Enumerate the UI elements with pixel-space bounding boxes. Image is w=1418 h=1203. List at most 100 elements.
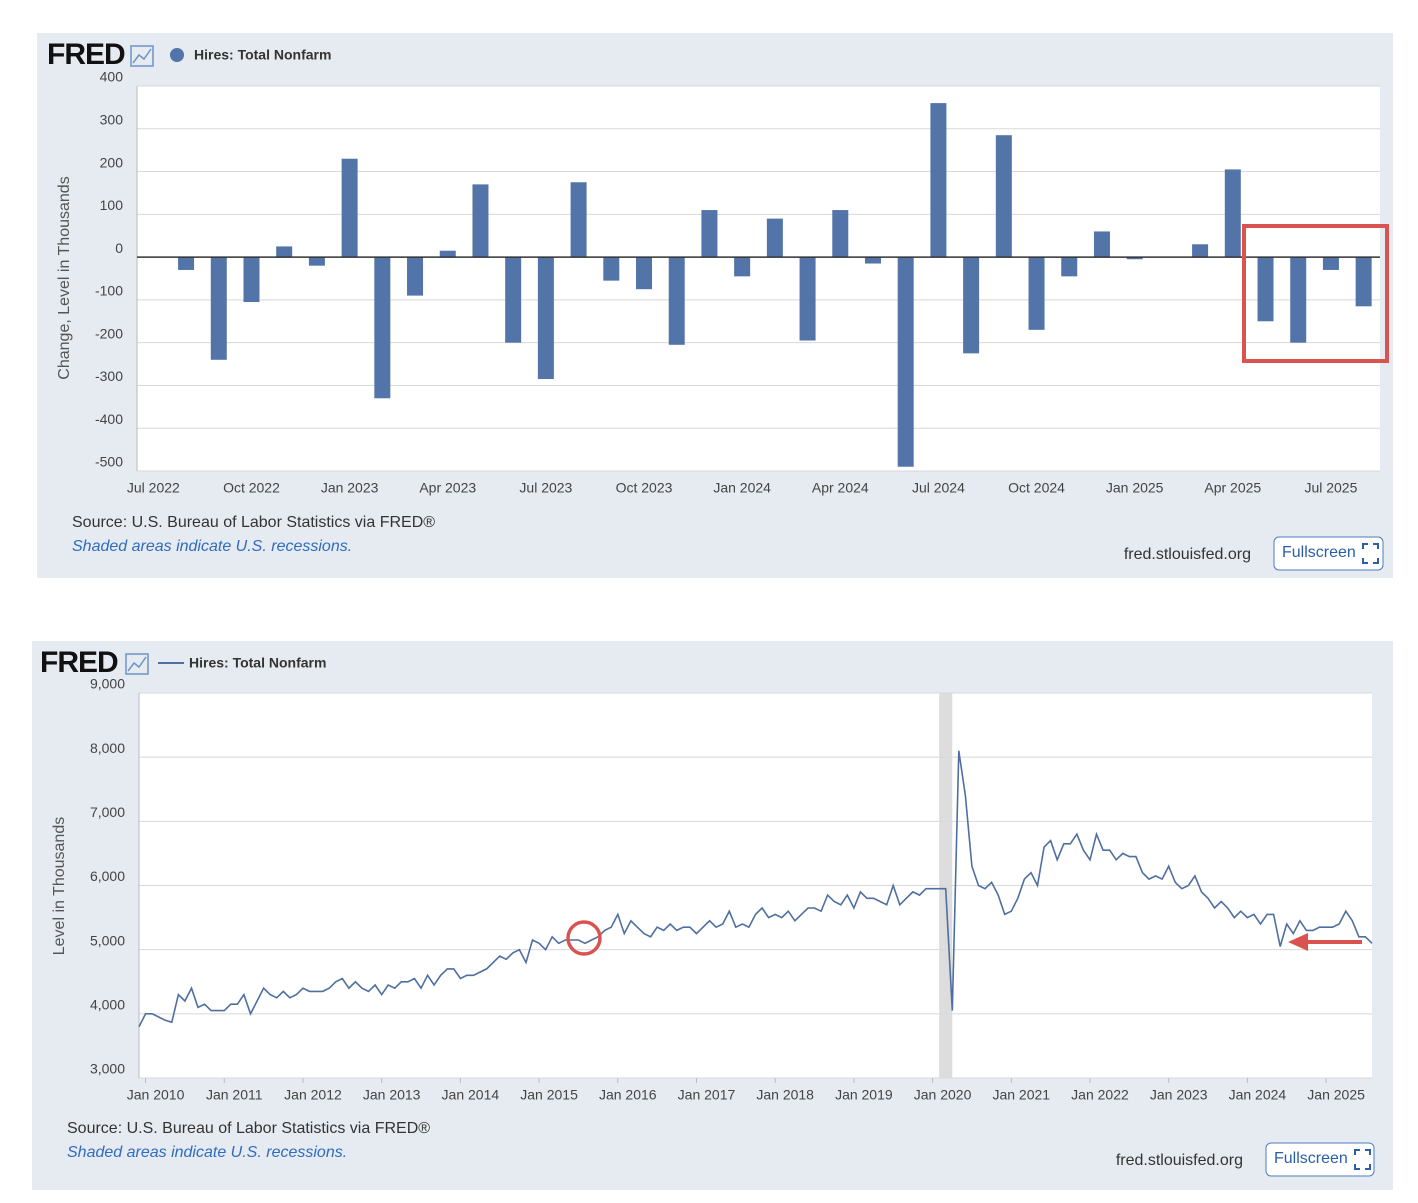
bar (766, 218, 783, 258)
y-tick-label: 3,000 (90, 1061, 125, 1077)
x-tick-label: Oct 2022 (223, 480, 280, 496)
fullscreen-button[interactable]: Fullscreen (1273, 536, 1384, 571)
bar (864, 257, 881, 264)
x-tick-label: Jan 2017 (678, 1087, 736, 1103)
x-tick-label: Jan 2010 (127, 1087, 185, 1103)
x-tick-label: Oct 2023 (616, 480, 673, 496)
y-axis-label: Change, Level in Thousands (56, 176, 73, 379)
bar (1061, 257, 1078, 277)
x-tick-label: Jul 2024 (912, 480, 965, 496)
bar (832, 210, 849, 258)
y-axis-label: Level in Thousands (51, 817, 68, 955)
bar (472, 184, 489, 258)
chart-icon (125, 653, 149, 675)
x-tick-label: Jul 2022 (127, 480, 180, 496)
x-tick-label: Apr 2024 (812, 480, 869, 496)
x-tick-label: Jan 2016 (599, 1087, 657, 1103)
bar (603, 257, 620, 281)
site: fred.stlouisfed.org (1124, 546, 1251, 563)
bar (374, 257, 391, 399)
site: fred.stlouisfed.org (1116, 1152, 1243, 1169)
bar (930, 103, 947, 258)
bar (799, 257, 816, 341)
bar (407, 257, 424, 296)
brand: FRED (47, 38, 125, 71)
x-tick-label: Jan 2024 (1229, 1087, 1287, 1103)
bar (178, 257, 195, 270)
x-tick-label: Jan 2019 (835, 1087, 893, 1103)
button-icon[interactable] (1354, 1149, 1371, 1170)
note: Shaded areas indicate U.S. recessions. (72, 538, 352, 555)
bar (701, 210, 718, 258)
x-tick-label: Jan 2023 (321, 480, 379, 496)
chart-panel: FRED Change, Level in Thousands Source: … (37, 33, 1393, 578)
y-tick-label: -300 (95, 368, 123, 384)
bar (1192, 244, 1209, 258)
bar (439, 250, 456, 258)
bar (1355, 257, 1372, 307)
recession-band (939, 693, 953, 1078)
y-tick-label: 5,000 (90, 932, 125, 948)
x-tick-label: Jan 2012 (284, 1087, 342, 1103)
y-tick-label: 6,000 (90, 868, 125, 884)
bar (1224, 169, 1241, 258)
y-tick-label: 4,000 (90, 997, 125, 1013)
bar (341, 158, 358, 258)
bar (1126, 257, 1143, 260)
fullscreen-button[interactable]: Fullscreen (1265, 1142, 1375, 1177)
bar (1093, 231, 1110, 258)
button-label[interactable]: Fullscreen (1274, 1150, 1348, 1167)
legend-label: Hires: Total Nonfarm (189, 655, 326, 671)
x-tick-label: Jul 2025 (1304, 480, 1357, 496)
legend-marker (170, 48, 184, 62)
y-tick-label: 9,000 (90, 676, 125, 692)
bar (668, 257, 685, 345)
x-tick-label: Jan 2011 (206, 1087, 263, 1103)
y-tick-label: 7,000 (90, 804, 125, 820)
button-icon[interactable] (1362, 543, 1379, 564)
button-frame[interactable] (1265, 1142, 1375, 1177)
x-tick-label: Jan 2014 (442, 1087, 500, 1103)
y-tick-label: -400 (95, 411, 123, 427)
highlight-circle (566, 920, 602, 956)
x-tick-label: Jan 2020 (914, 1087, 972, 1103)
x-tick-label: Jan 2022 (1071, 1087, 1129, 1103)
bar (243, 257, 260, 303)
bar (276, 246, 293, 258)
bar (963, 257, 980, 354)
x-tick-label: Jul 2023 (519, 480, 572, 496)
y-tick-label: 0 (115, 240, 123, 256)
x-tick-label: Oct 2024 (1008, 480, 1065, 496)
y-tick-label: -100 (95, 283, 123, 299)
x-tick-label: Apr 2023 (419, 480, 476, 496)
x-tick-label: Jan 2024 (713, 480, 771, 496)
bar (1257, 257, 1274, 322)
x-tick-label: Apr 2025 (1204, 480, 1261, 496)
x-tick-label: Jan 2025 (1307, 1087, 1365, 1103)
chart-panel: FRED Level in Thousands Source: U.S. Bur… (32, 641, 1393, 1190)
bar (210, 257, 227, 360)
bar (308, 257, 325, 266)
bar (1290, 257, 1307, 343)
legend-label: Hires: Total Nonfarm (194, 47, 331, 63)
bar (636, 257, 653, 290)
note: Shaded areas indicate U.S. recessions. (67, 1144, 347, 1161)
bar (537, 257, 554, 380)
y-tick-label: 400 (100, 69, 124, 85)
y-tick-label: 200 (100, 154, 124, 170)
series-line (138, 750, 1373, 1028)
bar (995, 135, 1012, 258)
x-tick-label: Jan 2018 (756, 1087, 814, 1103)
y-tick-label: 100 (100, 197, 124, 213)
y-tick-label: 8,000 (90, 740, 125, 756)
bar (1028, 257, 1045, 330)
button-label[interactable]: Fullscreen (1282, 544, 1356, 561)
highlight-box (1242, 224, 1389, 363)
button-frame[interactable] (1273, 536, 1384, 571)
x-tick-label: Jan 2025 (1106, 480, 1164, 496)
source: Source: U.S. Bureau of Labor Statistics … (72, 514, 435, 531)
y-tick-label: 300 (100, 111, 124, 127)
y-tick-label: -200 (95, 325, 123, 341)
bar (570, 182, 587, 258)
